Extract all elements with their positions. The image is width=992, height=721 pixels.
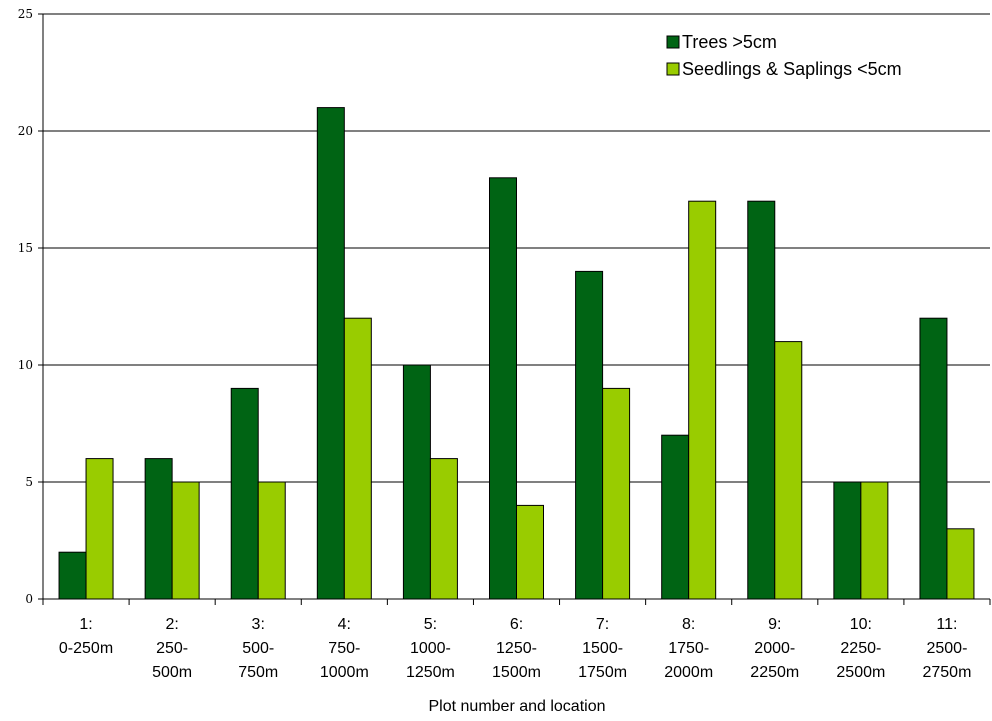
bars <box>58 107 975 600</box>
bar-trees-7 <box>575 270 604 600</box>
y-tick-label: 0 <box>25 592 33 606</box>
bar-seedlings-9 <box>774 341 803 600</box>
x-tick-label: 11: <box>936 616 957 633</box>
y-tick-label: 15 <box>18 241 33 255</box>
x-tick-label: 1000- <box>410 640 451 657</box>
bar-trees-4 <box>316 107 345 600</box>
x-tick-label: 1: <box>79 616 92 633</box>
x-tick-label: 2250- <box>840 640 881 657</box>
x-tick-label: 1250- <box>496 640 537 657</box>
x-tick-label: 1750- <box>668 640 709 657</box>
x-tick-label: 500m <box>152 664 192 681</box>
bar-seedlings-11 <box>946 528 975 600</box>
x-tick-label: 6: <box>510 616 523 633</box>
bar-trees-11 <box>919 317 948 600</box>
bar-trees-6 <box>489 177 517 600</box>
bar-trees-1 <box>58 551 87 600</box>
bar-seedlings-3 <box>257 481 286 600</box>
x-tick-label: 8: <box>682 616 695 633</box>
y-tick-label: 5 <box>25 475 33 489</box>
x-tick-label: 9: <box>768 616 781 633</box>
x-tick-label: 5: <box>424 616 437 633</box>
legend: Trees >5cm Seedlings & Saplings <5cm <box>666 32 902 79</box>
bar-seedlings-6 <box>516 504 544 600</box>
y-axis-ticks: 0 5 10 15 20 25 <box>18 7 43 606</box>
x-tick-label: 2750m <box>922 664 971 681</box>
x-tick-label: 2: <box>165 616 178 633</box>
bar-trees-3 <box>230 387 259 600</box>
x-tick-label: 2500- <box>926 640 967 657</box>
x-axis-label: Plot number and location <box>429 698 606 715</box>
x-tick-label: 250- <box>156 640 188 657</box>
legend-label-seedlings: Seedlings & Saplings <5cm <box>682 59 902 79</box>
x-tick-label: 500- <box>242 640 274 657</box>
bar-trees-9 <box>747 200 776 600</box>
x-tick-label: 4: <box>338 616 351 633</box>
axes <box>42 14 990 600</box>
x-tick-label: 3: <box>252 616 265 633</box>
x-tick-label: 1000m <box>320 664 369 681</box>
bar-trees-10 <box>833 481 862 600</box>
x-axis-ticks: 1: 0-250m 2: 250- 500m 3: 500- 750m 4: 750- 1000m 5… <box>42 599 991 681</box>
bar-trees-5 <box>402 364 431 600</box>
bar-seedlings-8 <box>688 200 717 600</box>
x-tick-label: 10: <box>850 616 872 633</box>
legend-swatch-seedlings <box>666 62 680 76</box>
bar-seedlings-10 <box>860 481 889 600</box>
x-tick-label: 2000- <box>754 640 795 657</box>
x-tick-label: 750m <box>238 664 278 681</box>
legend-swatch-trees <box>666 35 680 49</box>
y-tick-label: 10 <box>18 358 33 372</box>
x-tick-label: 7: <box>596 616 609 633</box>
bar-seedlings-2 <box>171 481 200 600</box>
legend-label-trees: Trees >5cm <box>682 32 777 52</box>
x-tick-label: 2500m <box>836 664 885 681</box>
x-tick-label: 2250m <box>750 664 799 681</box>
x-tick-label: 1500- <box>582 640 623 657</box>
bar-trees-8 <box>661 434 690 600</box>
x-tick-label: 1750m <box>578 664 627 681</box>
y-tick-label: 25 <box>18 7 33 21</box>
bar-seedlings-7 <box>602 387 631 600</box>
bar-trees-2 <box>144 458 173 600</box>
x-tick-label: 1250m <box>406 664 455 681</box>
x-tick-label: 0-250m <box>59 640 113 657</box>
x-tick-label: 2000m <box>664 664 713 681</box>
bar-seedlings-5 <box>429 458 458 600</box>
bar-seedlings-4 <box>343 317 372 600</box>
y-tick-label: 20 <box>18 124 33 138</box>
bar-seedlings-1 <box>85 458 114 600</box>
x-tick-label: 750- <box>328 640 360 657</box>
x-tick-label: 1500m <box>492 664 541 681</box>
